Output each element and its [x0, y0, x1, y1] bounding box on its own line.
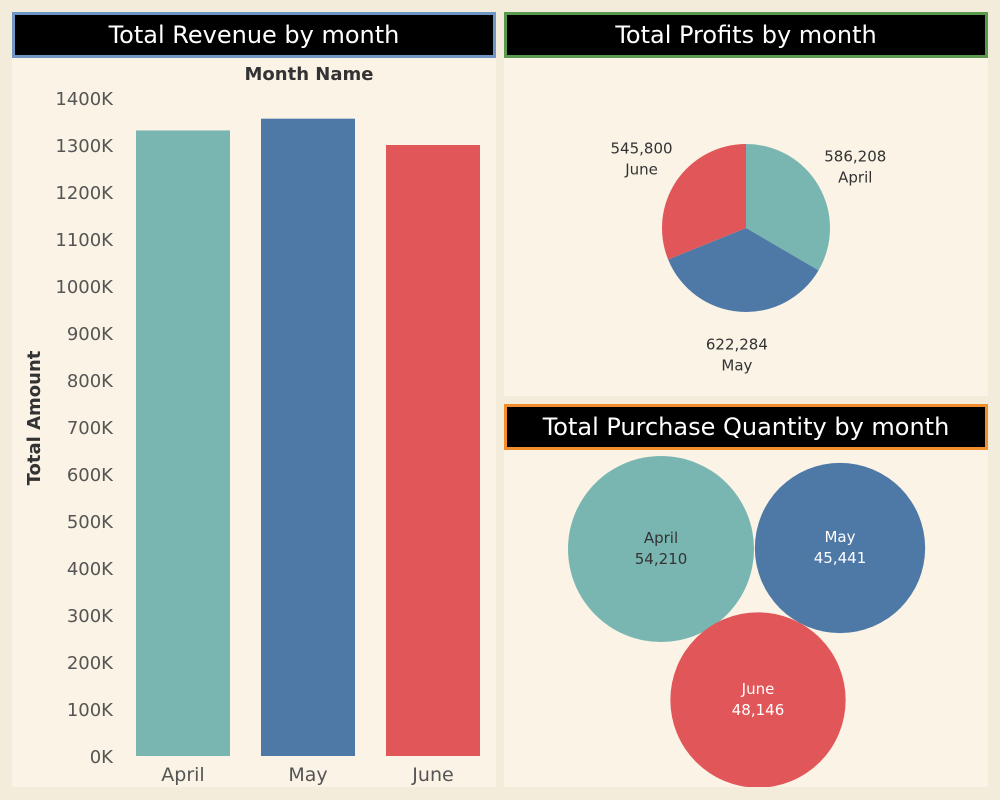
pie-slice-april[interactable] — [746, 144, 830, 271]
y-tick-label: 600K — [67, 465, 114, 486]
bubble-category-label: June — [741, 680, 775, 698]
bubble-april[interactable] — [568, 456, 754, 642]
pie-category-label: May — [721, 357, 752, 375]
bubble-june[interactable] — [670, 612, 846, 787]
bubble-value-label: 45,441 — [814, 549, 867, 567]
pie-value-label: 545,800 — [611, 140, 673, 158]
revenue-title: Total Revenue by month — [12, 12, 496, 58]
y-tick-label: 100K — [67, 700, 114, 721]
bar-june[interactable] — [386, 145, 480, 756]
bubble-category-label: May — [824, 528, 855, 546]
bar-may[interactable] — [261, 118, 355, 757]
y-tick-label: 0K — [90, 747, 114, 768]
y-tick-label: 1400K — [55, 89, 114, 110]
x-axis-title: Month Name — [245, 64, 374, 85]
y-tick-label: 1300K — [55, 136, 114, 157]
bubble-value-label: 54,210 — [635, 550, 688, 568]
y-tick-label: 200K — [67, 653, 114, 674]
profits-title: Total Profits by month — [504, 12, 988, 58]
y-tick-label: 1000K — [55, 277, 114, 298]
y-tick-label: 1100K — [55, 230, 114, 251]
pie-category-label: April — [838, 168, 872, 186]
y-tick-label: 800K — [67, 371, 114, 392]
pie-slice-june[interactable] — [662, 144, 746, 260]
pie-category-label: June — [624, 161, 658, 179]
x-tick-label: June — [411, 764, 453, 786]
quantity-bubble-chart: April 54,210 May 45,441 June 48,146 — [568, 456, 926, 787]
x-tick-label: May — [288, 764, 327, 786]
pie-slice-may[interactable] — [668, 228, 819, 313]
revenue-bar-chart: Month Name Total Amount 0K 100K 200K 300K 40… — [24, 64, 480, 786]
y-tick-label: 500K — [67, 512, 114, 533]
quantity-title: Total Purchase Quantity by month — [504, 404, 988, 450]
bubble-may[interactable] — [754, 462, 926, 634]
y-tick-label: 900K — [67, 324, 114, 345]
y-tick-label: 300K — [67, 606, 114, 627]
bar-april[interactable] — [136, 130, 230, 756]
bubble-category-label: April — [644, 529, 678, 547]
pie-value-label: 622,284 — [706, 336, 768, 354]
x-tick-label: April — [161, 764, 204, 786]
y-tick-label: 400K — [67, 559, 114, 580]
y-axis-title: Total Amount — [24, 350, 45, 485]
pie-value-label: 586,208 — [824, 147, 886, 165]
y-tick-label: 700K — [67, 418, 114, 439]
bubble-value-label: 48,146 — [732, 701, 785, 719]
y-tick-label: 1200K — [55, 183, 114, 204]
profits-pie-chart: 586,208 April 622,284 May 545,800 June — [611, 140, 887, 375]
